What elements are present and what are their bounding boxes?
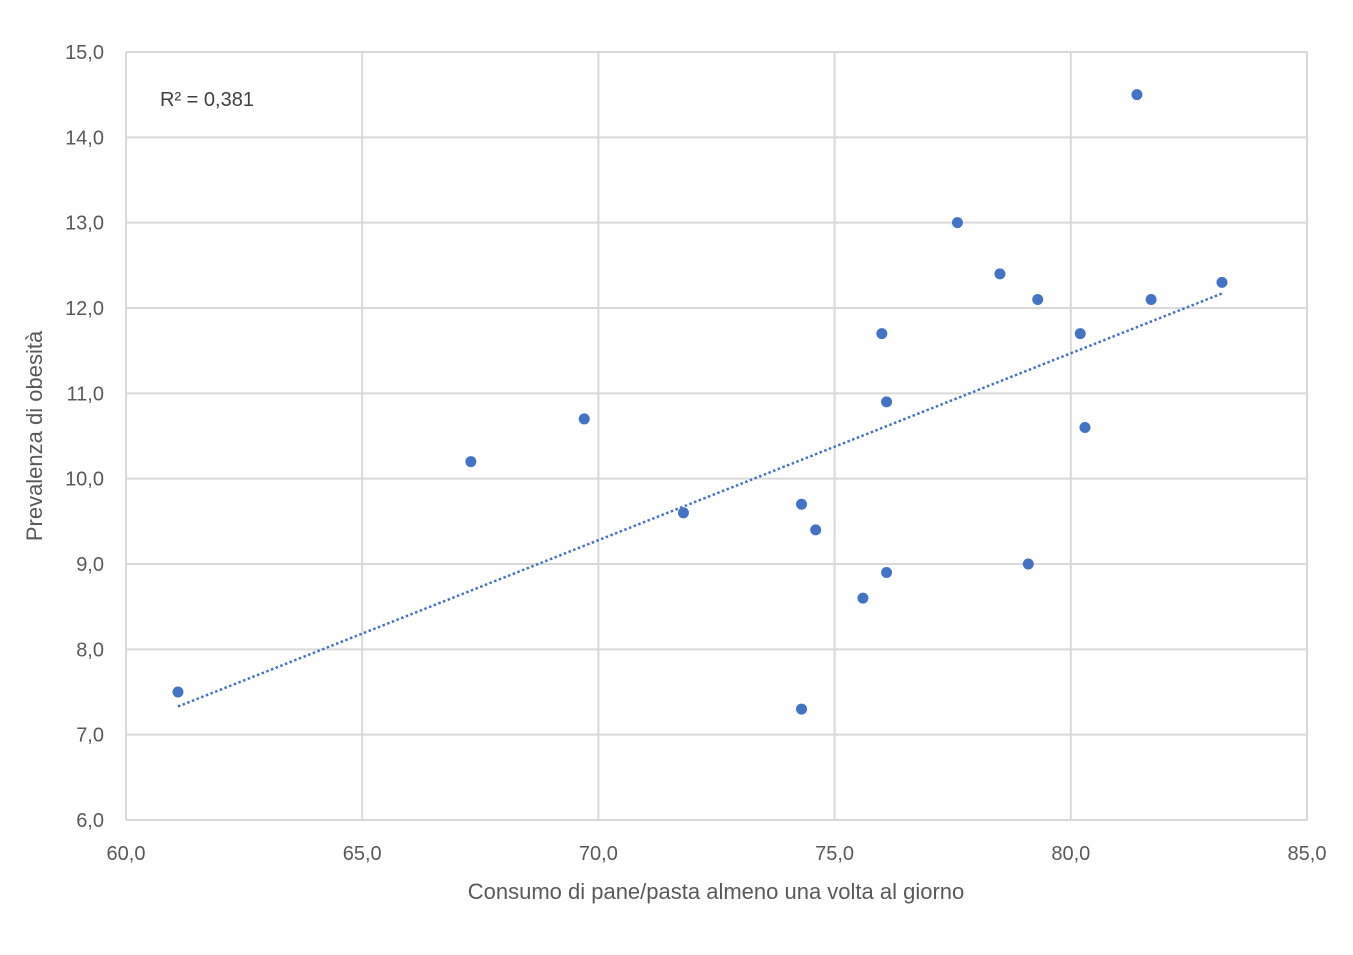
- x-tick-label: 65,0: [343, 843, 382, 865]
- data-point: [172, 686, 184, 698]
- data-point: [881, 396, 893, 408]
- data-point: [796, 498, 808, 510]
- y-tick-label: 8,0: [76, 639, 104, 661]
- y-tick-label: 14,0: [65, 127, 104, 149]
- data-point: [1079, 421, 1091, 433]
- y-tick-labels: 6,0 7,0 8,0 9,0 10,0 11,0 12,0 13,0 14,0 15,0: [65, 42, 104, 832]
- data-point: [1216, 276, 1228, 288]
- x-tick-label: 70,0: [579, 843, 618, 865]
- data-point: [810, 524, 822, 536]
- r-squared-annotation: R² = 0,381: [160, 89, 254, 111]
- y-tick-label: 9,0: [76, 554, 104, 576]
- x-tick-label: 80,0: [1051, 843, 1090, 865]
- x-tick-label: 60,0: [107, 843, 146, 865]
- y-tick-label: 6,0: [76, 810, 104, 832]
- data-point: [881, 567, 893, 579]
- x-tick-label: 85,0: [1288, 843, 1327, 865]
- data-point: [876, 328, 888, 340]
- data-point: [465, 456, 477, 468]
- data-point: [1032, 293, 1044, 305]
- y-tick-label: 13,0: [65, 213, 104, 235]
- y-tick-label: 10,0: [65, 469, 104, 491]
- x-tick-label: 75,0: [815, 843, 854, 865]
- data-point: [1145, 293, 1157, 305]
- data-point: [1074, 328, 1086, 340]
- data-point: [994, 268, 1006, 280]
- data-points: [172, 89, 1228, 715]
- x-axis-title: Consumo di pane/pasta almeno una volta a…: [468, 879, 965, 904]
- trendline: [177, 292, 1223, 708]
- data-point: [796, 703, 808, 715]
- data-point: [1131, 89, 1143, 101]
- axes: [125, 52, 1307, 821]
- data-point: [677, 507, 689, 519]
- trendline-group: [177, 292, 1223, 708]
- gridlines: [126, 51, 1308, 820]
- y-tick-label: 11,0: [67, 383, 104, 405]
- data-point: [857, 592, 869, 604]
- y-tick-label: 12,0: [65, 298, 104, 320]
- y-tick-label: 15,0: [65, 42, 104, 64]
- data-point: [578, 413, 590, 425]
- x-tick-labels: 60,0 65,0 70,0 75,0 80,0 85,0: [107, 843, 1327, 865]
- y-axis-title: Prevalenza di obesità: [22, 330, 47, 541]
- y-tick-label: 7,0: [76, 725, 104, 747]
- data-point: [951, 217, 963, 229]
- data-point: [1022, 558, 1034, 570]
